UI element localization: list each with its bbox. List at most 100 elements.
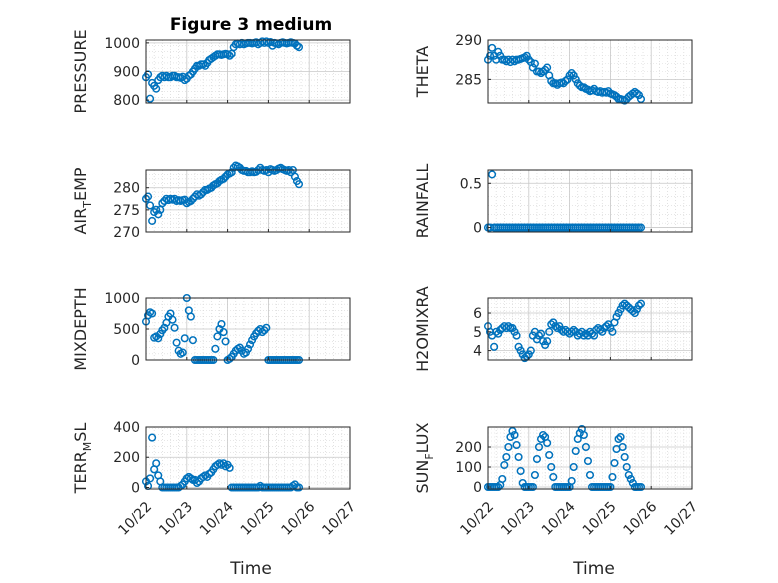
data-point-air_temp [294, 180, 304, 189]
data-point-air_temp [158, 199, 167, 208]
data-point-mixdepth [219, 328, 228, 337]
data-point-h2omixra [553, 324, 562, 333]
y-tick-label: 0 [131, 353, 140, 369]
data-point-h2omixra [602, 322, 611, 331]
data-point-h2omixra [492, 327, 501, 336]
data-point-h2omixra [608, 327, 617, 336]
data-point-air_temp [199, 188, 208, 197]
panel-pressure: 800 900 1000 PRESSURE [71, 29, 351, 114]
data-point-air_temp [188, 194, 197, 203]
data-point-sun_flux [622, 462, 631, 472]
data-point-sun_flux [618, 442, 627, 452]
figure-title: Figure 3 medium [170, 15, 332, 35]
data-point-mixdepth [180, 334, 189, 343]
panel-air_temp: 270 275 280 AIRTEMP [71, 161, 351, 241]
y-tick-label: 500 [113, 322, 140, 338]
data-point-terr_msl [152, 459, 161, 468]
data-point-sun_flux [514, 452, 523, 462]
data-point-sun_flux [610, 458, 619, 468]
data-point-h2omixra [534, 331, 544, 340]
y-axis-label-terr_msl: TERRMSL [71, 423, 94, 495]
data-point-h2omixra [543, 337, 552, 346]
data-point-theta [543, 63, 552, 72]
data-point-sun_flux [581, 442, 590, 452]
data-point-h2omixra [551, 322, 560, 331]
data-point-pressure [225, 51, 234, 60]
data-point-rainfall [488, 170, 497, 179]
data-point-air_temp [227, 168, 236, 177]
data-point-air_temp [219, 174, 228, 183]
data-point-sun_flux [512, 440, 521, 450]
data-point-mixdepth [172, 338, 181, 347]
data-point-air_temp [197, 190, 206, 199]
data-point-mixdepth [148, 309, 157, 318]
data-point-sun_flux [575, 428, 584, 438]
data-point-sun_flux [528, 482, 537, 492]
y-tick-label: 1000 [104, 291, 140, 307]
data-point-sun_flux [516, 466, 525, 476]
axes-box-air_temp [145, 169, 351, 233]
data-point-sun_flux [518, 478, 527, 488]
data-point-mixdepth [211, 344, 220, 353]
panel-h2omixra: 4 5 6 H2OMIXRA [413, 286, 693, 372]
data-point-mixdepth [243, 344, 253, 353]
data-point-sun_flux [585, 470, 595, 480]
y-tick-label: 4 [473, 344, 482, 360]
y-tick-label: 0.5 [460, 176, 482, 192]
data-point-sun_flux [494, 482, 503, 492]
data-point-sun_flux [616, 432, 625, 442]
data-point-h2omixra [512, 331, 521, 340]
y-tick-label: 280 [113, 181, 140, 197]
data-point-sun_flux [608, 472, 617, 482]
data-point-mixdepth [213, 332, 222, 341]
y-tick-label: 285 [455, 72, 482, 88]
data-point-h2omixra [628, 307, 637, 316]
data-point-air_temp [290, 172, 299, 181]
data-point-mixdepth [221, 337, 230, 346]
data-point-sun_flux [569, 462, 578, 472]
data-point-mixdepth [186, 312, 195, 321]
data-point-mixdepth [168, 315, 177, 324]
y-tick-label: 100 [455, 460, 482, 476]
data-point-air_temp [154, 210, 163, 219]
data-point-terr_msl [294, 483, 304, 492]
data-point-sun_flux [504, 442, 513, 452]
y-axis-label-rainfall: RAINFALL [413, 164, 432, 239]
panel-mixdepth: 0 500 1000 MIXDEPTH [71, 287, 351, 371]
data-point-h2omixra [567, 327, 576, 336]
data-point-sun_flux [636, 482, 646, 492]
y-tick-label: 900 [113, 65, 140, 81]
axes-box-terr_msl [145, 426, 351, 490]
data-point-sun_flux [502, 452, 511, 462]
data-point-sun_flux [620, 452, 629, 462]
data-point-pressure [294, 43, 304, 52]
data-point-theta [522, 51, 531, 60]
y-axis-label-air_temp: AIRTEMP [71, 167, 94, 234]
axes-box-h2omixra [487, 297, 693, 361]
y-tick-label: 0 [473, 480, 482, 496]
data-point-sun_flux [530, 470, 539, 480]
data-point-sun_flux [624, 470, 633, 480]
data-point-h2omixra [634, 301, 644, 310]
data-point-sun_flux [539, 430, 548, 440]
y-axis-label-sun_flux: SUNFLUX [413, 422, 436, 493]
data-point-h2omixra [536, 329, 546, 338]
y-tick-label: 800 [113, 93, 140, 109]
data-point-sun_flux [543, 438, 552, 448]
data-point-theta [520, 53, 529, 62]
data-point-sun_flux [547, 462, 556, 472]
data-point-theta [485, 51, 495, 60]
data-point-mixdepth [258, 328, 267, 337]
y-axis-label-theta: THETA [413, 46, 432, 98]
y-tick-label: 400 [113, 420, 140, 436]
y-axis-label-mixdepth: MIXDEPTH [71, 287, 90, 370]
data-point-terr_msl [148, 433, 157, 442]
data-point-air_temp [146, 201, 155, 210]
data-point-pressure [152, 84, 161, 93]
data-point-h2omixra [504, 322, 513, 331]
data-point-pressure [146, 94, 155, 103]
data-point-h2omixra [636, 299, 646, 308]
data-point-sun_flux [567, 476, 576, 486]
